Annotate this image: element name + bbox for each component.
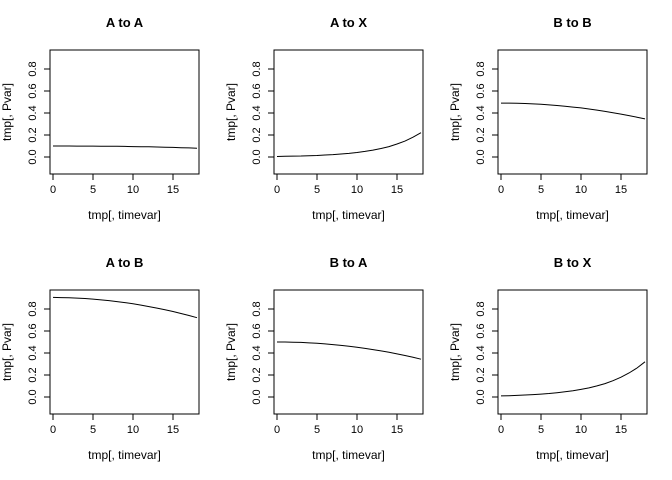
x-tick-label: 0 [274, 424, 280, 436]
plot-title: A to B [106, 255, 144, 270]
y-tick-label: 0.2 [27, 367, 39, 382]
x-tick-label: 15 [615, 184, 627, 196]
y-tick-label: 0.6 [475, 323, 487, 338]
plot-panel-b-to-b: 0 5 10 15 0.0 0.2 0.4 0.6 0.8 B to B tmp[, timevar… [448, 15, 648, 222]
plot-box [49, 289, 200, 415]
y-tick-label: 0.6 [475, 83, 487, 98]
y-tick-label: 0.4 [27, 105, 39, 120]
x-tick-label: 0 [50, 184, 56, 196]
series-line [52, 296, 198, 319]
plot-box [49, 49, 200, 175]
y-tick-label: 0.8 [251, 61, 263, 76]
y-tick-label: 0.6 [251, 323, 263, 338]
x-tick-label: 10 [575, 424, 587, 436]
y-tick-label: 0.2 [251, 367, 263, 382]
y-tick-label: 0.2 [27, 127, 39, 142]
x-tick-label: 5 [90, 424, 96, 436]
x-tick-label: 15 [167, 424, 179, 436]
x-tick-label: 0 [50, 424, 56, 436]
x-tick-label: 0 [498, 184, 504, 196]
y-tick-label: 0.2 [475, 367, 487, 382]
x-tick-label: 10 [351, 184, 363, 196]
y-tick-label: 0.0 [475, 149, 487, 164]
y-tick-label: 0.8 [475, 61, 487, 76]
y-tick-label: 0.6 [251, 83, 263, 98]
x-tick-label: 5 [314, 184, 320, 196]
plot-box [497, 289, 648, 415]
y-tick-label: 0.0 [27, 389, 39, 404]
y-tick-label: 0.0 [251, 149, 263, 164]
y-tick-label: 0.6 [27, 83, 39, 98]
y-axis-label: tmp[, Pvar] [0, 323, 14, 381]
y-tick-label: 0.8 [475, 301, 487, 316]
x-axis-label: tmp[, timevar] [312, 448, 385, 462]
plot-panel-a-to-a: 0 5 10 15 0.0 0.2 0.4 0.6 0.8 A to A tmp[, timevar… [0, 15, 200, 222]
x-tick-label: 10 [575, 184, 587, 196]
series-line [501, 102, 646, 120]
x-tick-label: 15 [391, 424, 403, 436]
plot-title: B to B [553, 15, 591, 30]
plot-title: A to A [106, 15, 144, 30]
x-tick-label: 0 [274, 184, 280, 196]
y-tick-label: 0.0 [27, 149, 39, 164]
x-tick-label: 15 [615, 424, 627, 436]
plot-box [273, 49, 424, 175]
plot-title: A to X [330, 15, 367, 30]
y-axis-label: tmp[, Pvar] [448, 323, 462, 381]
plot-box [497, 49, 648, 175]
y-tick-label: 0.0 [475, 389, 487, 404]
y-tick-label: 0.2 [251, 127, 263, 142]
plot-title: B to X [554, 255, 592, 270]
plot-box [273, 289, 424, 415]
x-tick-label: 15 [391, 184, 403, 196]
y-tick-label: 0.0 [251, 389, 263, 404]
x-axis-label: tmp[, timevar] [536, 448, 609, 462]
y-axis-label: tmp[, Pvar] [0, 83, 14, 141]
y-axis-label: tmp[, Pvar] [224, 83, 238, 141]
y-tick-label: 0.4 [475, 105, 487, 120]
y-tick-label: 0.4 [475, 345, 487, 360]
y-tick-label: 0.8 [27, 61, 39, 76]
x-tick-label: 5 [90, 184, 96, 196]
y-tick-label: 0.8 [27, 301, 39, 316]
x-tick-label: 5 [314, 424, 320, 436]
plot-title: B to A [330, 255, 368, 270]
y-tick-label: 0.4 [27, 345, 39, 360]
x-axis-label: tmp[, timevar] [536, 208, 609, 222]
x-axis-label: tmp[, timevar] [88, 448, 161, 462]
series-line [277, 341, 422, 360]
series-line [500, 361, 646, 397]
plot-panel-b-to-a: 0 5 10 15 0.0 0.2 0.4 0.6 0.8 B to A tmp[, timevar… [224, 255, 424, 462]
y-tick-label: 0.4 [251, 345, 263, 360]
x-tick-label: 5 [538, 184, 544, 196]
series-line [53, 145, 198, 149]
y-tick-label: 0.2 [475, 127, 487, 142]
x-tick-label: 0 [498, 424, 504, 436]
x-axis-label: tmp[, timevar] [88, 208, 161, 222]
x-tick-label: 10 [127, 184, 139, 196]
plot-panel-a-to-b: 0 5 10 15 0.0 0.2 0.4 0.6 0.8 A to B tmp[, timevar… [0, 255, 200, 462]
plot-panel-a-to-x: 0 5 10 15 0.0 0.2 0.4 0.6 0.8 A to X tmp[, timevar… [224, 15, 424, 222]
x-tick-label: 15 [167, 184, 179, 196]
x-tick-label: 5 [538, 424, 544, 436]
plot-panel-b-to-x: 0 5 10 15 0.0 0.2 0.4 0.6 0.8 B to X tmp[, timevar… [448, 255, 648, 462]
x-tick-label: 10 [127, 424, 139, 436]
series-line [276, 132, 422, 157]
y-tick-label: 0.8 [251, 301, 263, 316]
y-axis-label: tmp[, Pvar] [224, 323, 238, 381]
y-tick-label: 0.4 [251, 105, 263, 120]
y-tick-label: 0.6 [27, 323, 39, 338]
x-tick-label: 10 [351, 424, 363, 436]
y-axis-label: tmp[, Pvar] [448, 83, 462, 141]
x-axis-label: tmp[, timevar] [312, 208, 385, 222]
